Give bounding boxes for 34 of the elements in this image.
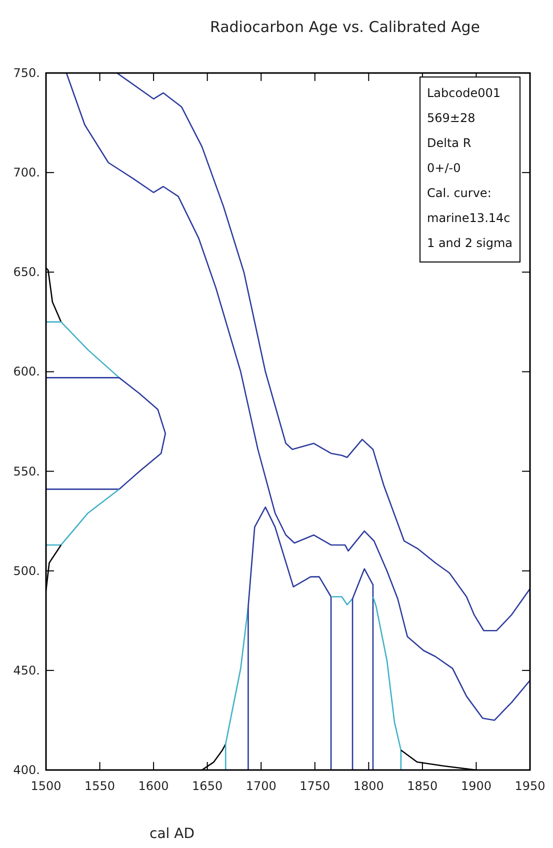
line-series [66,73,530,721]
annotation: Delta R [427,136,472,150]
line-series [46,377,166,490]
chart-title: Radiocarbon Age vs. Calibrated Age [210,18,480,36]
line-series [352,568,374,770]
x-tick-label: 1950 [514,779,546,793]
x-tick-label: 1600 [138,779,169,793]
y-tick-label: 450. [13,663,40,678]
annotation: Labcode001 [427,86,500,100]
y-tick-label: 550. [13,464,40,478]
x-axis-title: cal AD [150,826,194,842]
annotation: 0+/-0 [427,161,461,175]
line-series [248,506,332,770]
y-tick-label: 700. [13,166,40,180]
annotation: 569±28 [427,111,476,125]
line-series [224,606,249,770]
x-tick-label: 1750 [300,779,330,793]
y-tick-label: 400. [13,763,40,777]
x-tick-label: 1700 [246,779,276,793]
x-tick-label: 1900 [460,779,492,793]
line-series [116,73,530,632]
y-tick-label: 650. [13,265,40,280]
y-tick-label: 600. [13,364,40,379]
annotation: marine13.14c [427,211,510,225]
y-tick-label: 500. [13,564,40,578]
annotation: Cal. curve: [427,186,492,200]
x-tick-label: 1850 [407,779,438,793]
line-series [372,596,402,770]
y-tick-label: 750. [13,66,40,80]
x-tick-label: 1550 [84,779,116,793]
annotation: 1 and 2 sigma [427,236,513,250]
x-tick-label: 1500 [30,779,62,793]
x-tick-label: 1800 [353,779,384,793]
x-tick-label: 1650 [192,779,223,793]
